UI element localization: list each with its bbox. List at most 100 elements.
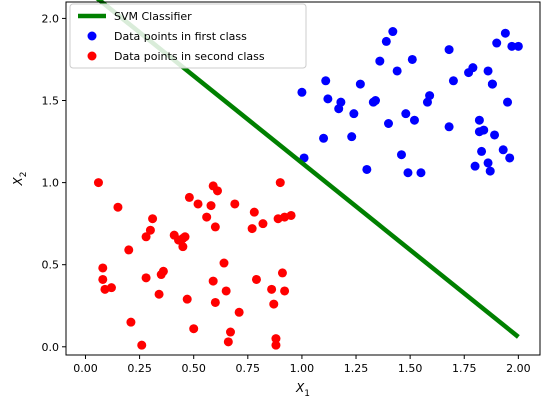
first-class-point	[483, 66, 493, 76]
first-class-point	[490, 130, 500, 140]
second-class-point	[210, 222, 220, 232]
second-class-point	[271, 340, 281, 350]
x-tick-label: 2.00	[506, 362, 531, 375]
x-tick-label: 0.25	[127, 362, 152, 375]
second-class-point	[126, 317, 136, 327]
second-class-point	[225, 327, 235, 337]
first-class-point	[483, 158, 493, 168]
second-class-point	[275, 178, 285, 188]
first-class-point	[485, 166, 495, 176]
second-class-point	[234, 307, 244, 317]
second-class-point	[223, 337, 233, 347]
second-class-point	[158, 266, 168, 276]
second-class-point	[145, 225, 155, 235]
x-tick-label: 1.50	[398, 362, 423, 375]
second-class-point	[141, 273, 151, 283]
legend-entry-label: Data points in second class	[114, 50, 265, 63]
second-class-point	[184, 192, 194, 202]
x-tick-label: 1.00	[290, 362, 315, 375]
second-class-point	[271, 334, 281, 344]
second-class-point	[98, 274, 108, 284]
second-class-point	[251, 274, 261, 284]
legend-entry-label: Data points in first class	[114, 30, 247, 43]
first-class-point	[468, 63, 478, 73]
second-class-point	[208, 276, 218, 286]
x-axis-label-subscript: 1	[304, 389, 310, 399]
plot-marks	[93, 0, 523, 350]
legend-entry-label: SVM Classifier	[114, 10, 192, 23]
first-class-point	[336, 97, 346, 107]
plot-frame	[65, 1, 541, 356]
first-class-point	[381, 36, 391, 46]
second-class-point	[221, 286, 231, 296]
first-class-point	[444, 45, 454, 55]
first-class-point	[362, 164, 372, 174]
first-class-point	[470, 161, 480, 171]
first-class-point	[498, 145, 508, 155]
second-class-point	[141, 232, 151, 242]
first-class-point	[349, 109, 359, 119]
second-class-point	[258, 219, 268, 229]
y-tick-label: 1.5	[42, 95, 60, 108]
second-class-point	[202, 212, 212, 222]
second-class-point	[113, 202, 123, 212]
y-tick-label: 0.0	[42, 341, 60, 354]
second-class-point	[267, 284, 277, 294]
first-class-point	[409, 115, 419, 125]
second-class-point	[213, 186, 223, 196]
first-class-point	[355, 79, 365, 89]
first-class-point	[492, 38, 502, 48]
x-tick-label: 0.75	[236, 362, 261, 375]
first-class-point	[321, 76, 331, 86]
second-class-point	[210, 297, 220, 307]
first-class-point	[487, 79, 497, 89]
first-class-point	[507, 41, 517, 51]
first-class-point	[500, 28, 510, 38]
second-class-point	[206, 201, 216, 211]
first-class-point	[392, 66, 402, 76]
first-class-point	[371, 96, 381, 106]
second-class-point	[277, 268, 287, 278]
first-class-point	[513, 41, 523, 51]
first-class-point	[323, 94, 333, 104]
second-class-point	[230, 199, 240, 209]
first-class-point	[396, 150, 406, 160]
second-class-point	[269, 299, 279, 309]
second-class-point	[189, 324, 199, 334]
y-tick-label: 0.5	[42, 259, 60, 272]
first-class-point	[388, 27, 398, 37]
legend-box	[69, 3, 307, 69]
legend-point-swatch	[87, 51, 97, 61]
second-class-point	[180, 232, 190, 242]
first-class-point	[503, 97, 513, 107]
first-class-point	[416, 168, 426, 178]
second-class-point	[106, 283, 116, 293]
x-tick-label: 0.50	[181, 362, 206, 375]
first-class-point	[297, 87, 307, 97]
first-class-point	[407, 54, 417, 64]
second-class-point	[124, 245, 134, 255]
first-class-point	[477, 146, 487, 156]
second-class-point	[137, 340, 147, 350]
second-class-point	[148, 214, 158, 224]
first-class-point	[383, 118, 393, 128]
legend: SVM Classifier Data points in first class…	[69, 3, 307, 69]
second-class-point	[178, 242, 188, 252]
second-class-point	[247, 224, 257, 234]
second-class-point	[193, 199, 203, 209]
first-class-point	[375, 56, 385, 66]
x-tick-label: 1.75	[452, 362, 477, 375]
second-class-point	[280, 286, 290, 296]
second-class-point	[249, 207, 259, 217]
first-class-point	[425, 91, 435, 101]
first-class-point	[444, 122, 454, 132]
first-class-point	[319, 133, 329, 143]
first-class-point	[474, 115, 484, 125]
second-class-point	[98, 263, 108, 273]
second-class-point	[182, 294, 192, 304]
y-tick-label: 2.0	[42, 12, 60, 25]
first-class-point	[505, 153, 515, 163]
first-class-point	[448, 76, 458, 86]
first-class-point	[403, 168, 413, 178]
